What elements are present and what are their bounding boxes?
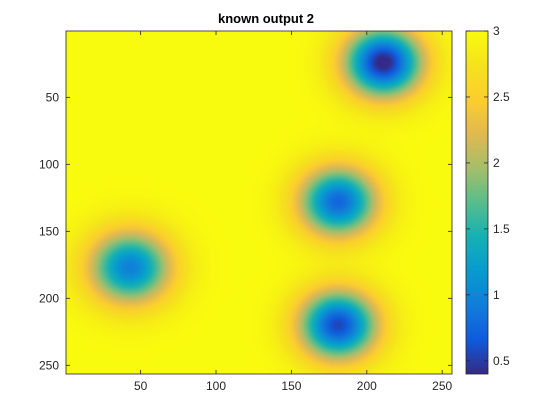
colorbar-tick-label: 2 (493, 156, 500, 170)
y-tick-label: 200 (39, 291, 59, 305)
x-tick-label: 200 (357, 379, 377, 393)
x-axis: 50 100 150 200 250 (134, 31, 453, 393)
y-tick-label: 150 (39, 224, 59, 238)
x-tick-label: 100 (206, 379, 226, 393)
y-tick-label: 100 (39, 157, 59, 171)
x-tick-label: 250 (432, 379, 452, 393)
plot-axes-box (65, 30, 453, 375)
heatmap-image-holder (66, 31, 452, 374)
colorbar-tick-label: 1 (493, 288, 500, 302)
y-axis: 50 100 150 200 250 (39, 90, 452, 372)
colorbar-tick-label: 2.5 (493, 90, 510, 104)
colorbar-tick-label: 3 (493, 24, 500, 38)
colorbar-image-holder (466, 31, 488, 374)
x-tick-label: 50 (134, 379, 148, 393)
y-tick-label: 50 (46, 90, 60, 104)
colorbar-box (465, 30, 489, 375)
colorbar-axis: 0.5 1 1.5 2 2.5 3 (466, 24, 510, 368)
heatmap-image (66, 31, 452, 374)
x-tick-label: 150 (281, 379, 301, 393)
colorbar-tick-label: 1.5 (493, 222, 510, 236)
colorbar-tick-label: 0.5 (493, 354, 510, 368)
colorbar-image (466, 31, 488, 374)
y-tick-label: 250 (39, 358, 59, 372)
chart-title: known output 2 (218, 11, 314, 26)
